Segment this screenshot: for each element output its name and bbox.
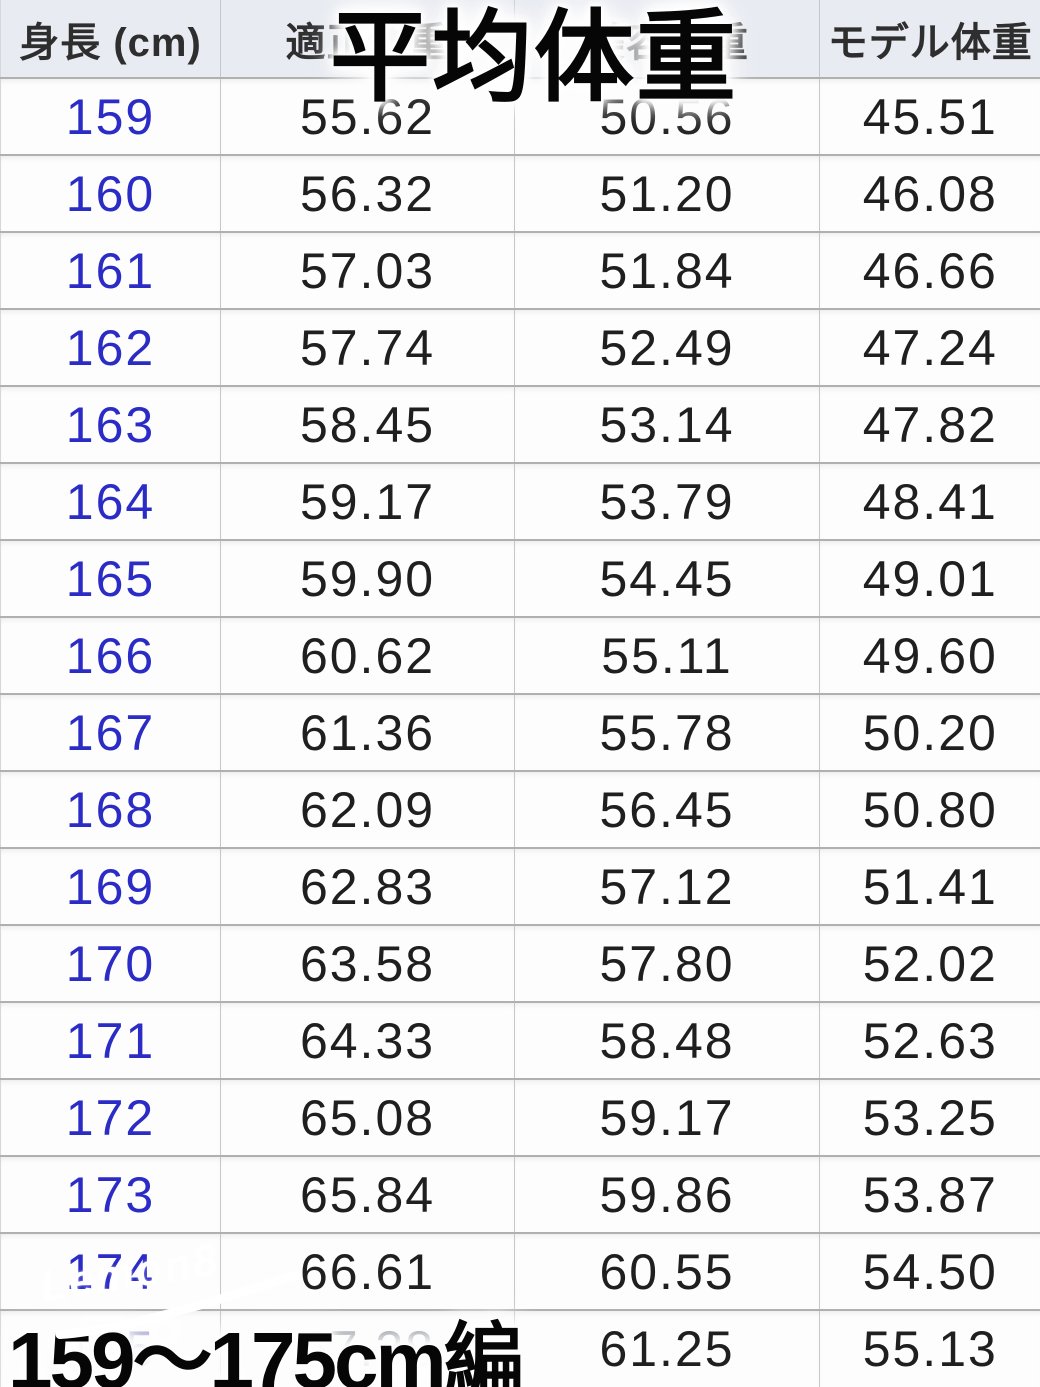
- weight-cell: 54.50: [819, 1232, 1040, 1310]
- table-row: 164 59.17 53.79 48.41: [0, 462, 1040, 540]
- weight-cell: 61.25: [514, 1309, 820, 1387]
- height-cell[interactable]: 172: [0, 1078, 221, 1156]
- height-cell[interactable]: 159: [1, 78, 221, 155]
- weight-cell: 62.83: [220, 847, 515, 925]
- weight-cell: 55.11: [514, 616, 820, 694]
- weight-cell: 59.90: [220, 539, 515, 617]
- weight-cell: 57.74: [220, 308, 515, 386]
- weight-cell: 47.82: [819, 385, 1040, 463]
- weight-cell: 54.45: [514, 539, 820, 617]
- weight-cell: 55.13: [819, 1309, 1040, 1387]
- table-row: 168 62.09 56.45 50.80: [0, 770, 1040, 848]
- weight-cell: 51.41: [819, 847, 1040, 925]
- weight-cell: 51.20: [514, 154, 820, 232]
- weight-cell: 57.80: [514, 924, 820, 1002]
- weight-cell: 48.41: [819, 462, 1040, 540]
- column-header-height: 身長 (cm): [0, 0, 221, 79]
- height-cell[interactable]: 168: [0, 770, 221, 848]
- watermark-underline-icon: [55, 1270, 301, 1339]
- weight-cell: 47.24: [819, 308, 1040, 386]
- column-header-model-weight: モデル体重: [819, 0, 1040, 79]
- weight-cell: 53.25: [819, 1078, 1040, 1156]
- header-row: 身長 (cm) 適正体重 美容体重 モデル体重: [0, 0, 1040, 79]
- height-cell[interactable]: 170: [0, 924, 221, 1002]
- weight-cell: 63.58: [220, 924, 515, 1002]
- table-header: 身長 (cm) 適正体重 美容体重 モデル体重: [0, 0, 1040, 79]
- height-cell[interactable]: 171: [0, 1001, 221, 1079]
- height-cell[interactable]: 161: [0, 231, 221, 309]
- lemon8-watermark: Lemon8: [37, 1218, 338, 1354]
- height-cell[interactable]: 169: [0, 847, 221, 925]
- weight-cell: 66.61: [220, 1232, 515, 1310]
- height-cell[interactable]: 175: [0, 1309, 221, 1387]
- weight-cell: 46.66: [819, 231, 1040, 309]
- table-row: 163 58.45 53.14 47.82: [0, 385, 1040, 463]
- table-row: 167 61.36 55.78 50.20: [0, 693, 1040, 771]
- weight-cell: 55.78: [514, 693, 820, 771]
- weight-cell: 55.62: [220, 78, 515, 155]
- table-row: 159 55.62 50.56 45.51: [1, 78, 1040, 155]
- table-row: 171 64.33 58.48 52.63: [0, 1001, 1040, 1079]
- weight-cell: 50.56: [514, 78, 820, 155]
- weight-cell: 65.84: [220, 1155, 515, 1233]
- weight-cell: 58.45: [220, 385, 515, 463]
- weight-cell: 64.33: [220, 1001, 515, 1079]
- weight-cell: 53.79: [514, 462, 820, 540]
- weight-cell: 59.86: [514, 1155, 820, 1233]
- weight-cell: 56.45: [514, 770, 820, 848]
- weight-cell: 57.03: [220, 231, 515, 309]
- height-cell[interactable]: 164: [0, 462, 221, 540]
- weight-cell: 51.84: [514, 231, 820, 309]
- weight-cell: 60.55: [514, 1232, 820, 1310]
- weight-cell: 57.12: [514, 847, 820, 925]
- weight-cell: 59.17: [514, 1078, 820, 1156]
- height-cell[interactable]: 166: [0, 616, 221, 694]
- table-row: 160 56.32 51.20 46.08: [0, 154, 1040, 232]
- weight-cell: 65.08: [220, 1078, 515, 1156]
- table-row: 165 59.90 54.45 49.01: [0, 539, 1040, 617]
- height-cell[interactable]: 160: [0, 154, 221, 232]
- weight-cell: 67.38: [220, 1309, 515, 1387]
- table-row: 166 60.62 55.11 49.60: [0, 616, 1040, 694]
- weight-cell: 52.63: [819, 1001, 1040, 1079]
- weight-cell: 59.17: [220, 462, 515, 540]
- column-header-proper-weight: 適正体重: [220, 0, 515, 79]
- table-row: 169 62.83 57.12 51.41: [0, 847, 1040, 925]
- weight-cell: 50.20: [819, 693, 1040, 771]
- table-row: 162 57.74 52.49 47.24: [0, 308, 1040, 386]
- weight-cell: 58.48: [514, 1001, 820, 1079]
- weight-cell: 52.49: [514, 308, 820, 386]
- table-row: 170 63.58 57.80 52.02: [0, 924, 1040, 1002]
- weight-cell: 45.51: [819, 78, 1040, 155]
- table-row: 172 65.08 59.17 53.25: [0, 1078, 1040, 1156]
- height-cell[interactable]: 165: [0, 539, 221, 617]
- table-row: 173 65.84 59.86 53.87: [0, 1155, 1040, 1233]
- height-cell[interactable]: 162: [0, 308, 221, 386]
- weight-cell: 62.09: [220, 770, 515, 848]
- table-row: 161 57.03 51.84 46.66: [0, 231, 1040, 309]
- weight-cell: 52.02: [819, 924, 1040, 1002]
- table-body: 159 55.62 50.56 45.51 160 56.32 51.20 46.08 161 5…: [0, 78, 1040, 1387]
- weight-cell: 49.01: [819, 539, 1040, 617]
- height-cell[interactable]: 173: [0, 1155, 221, 1233]
- weight-cell: 46.08: [819, 154, 1040, 232]
- table-row: 175 67.38 61.25 55.13: [0, 1309, 1040, 1387]
- weight-cell: 49.60: [819, 616, 1040, 694]
- weight-cell: 56.32: [220, 154, 515, 232]
- height-cell[interactable]: 167: [0, 693, 221, 771]
- weight-cell: 61.36: [220, 693, 515, 771]
- table-row: 174 66.61 60.55 54.50: [0, 1232, 1040, 1310]
- column-header-beauty-weight: 美容体重: [514, 0, 820, 79]
- height-cell[interactable]: 163: [0, 385, 221, 463]
- weight-cell: 50.80: [819, 770, 1040, 848]
- weight-cell: 53.87: [819, 1155, 1040, 1233]
- weight-cell: 53.14: [514, 385, 820, 463]
- height-cell[interactable]: 174: [0, 1232, 221, 1310]
- weight-cell: 60.62: [220, 616, 515, 694]
